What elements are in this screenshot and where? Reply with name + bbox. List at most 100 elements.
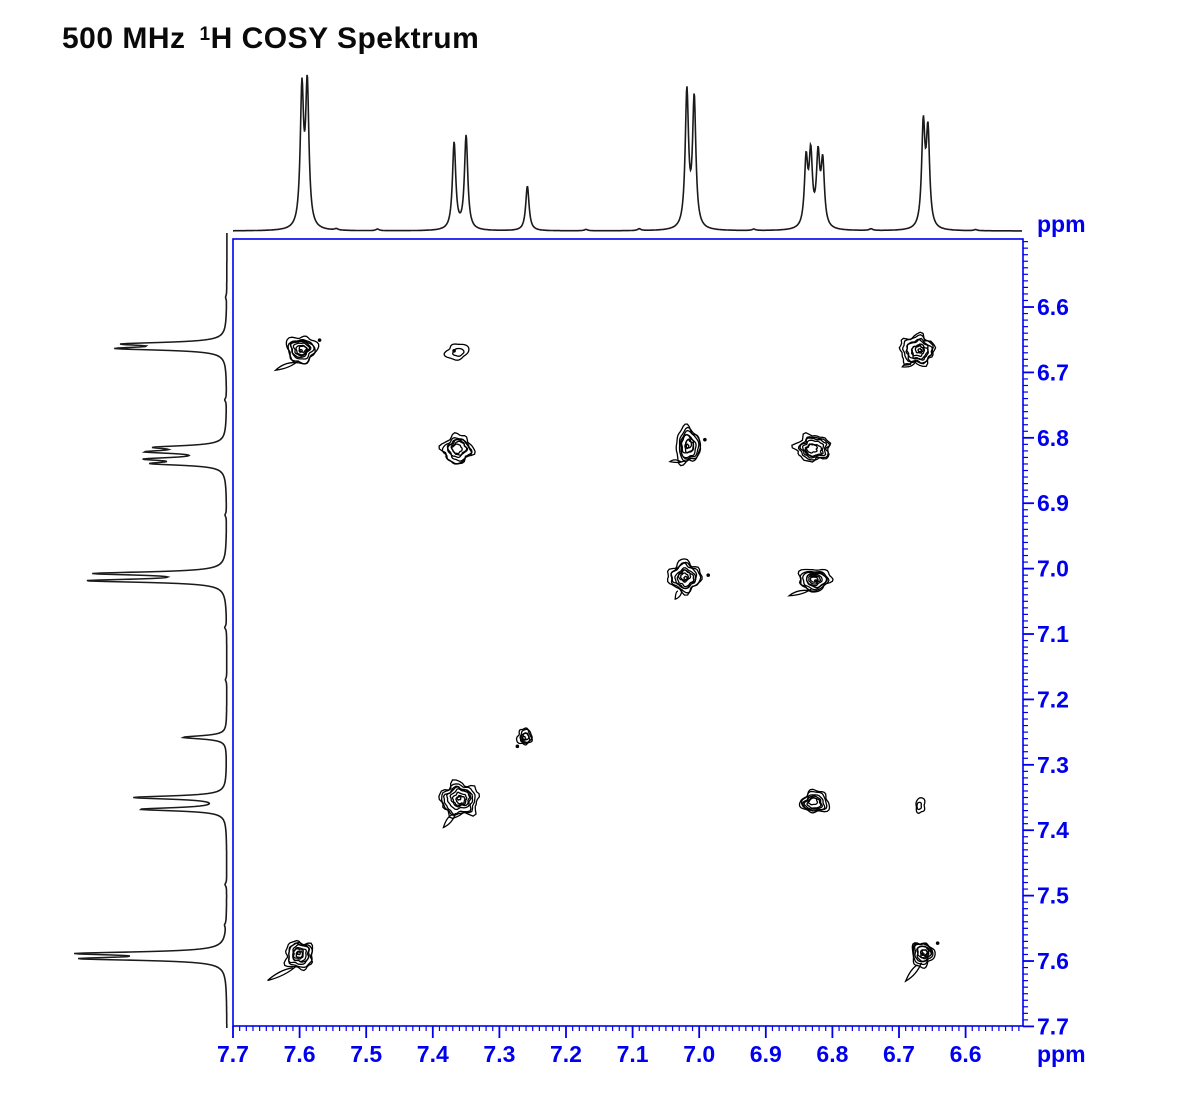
f1-tick-label: 7.0 [1037, 556, 1069, 582]
contour-ring [298, 345, 308, 353]
contour-ring [521, 735, 527, 742]
contour-ring [290, 340, 312, 359]
contour-satellite-dot [935, 941, 940, 945]
contour-ring [808, 575, 822, 585]
contour-ring [443, 343, 470, 361]
contour-ring [674, 567, 697, 590]
f2-tick-label: 7.1 [617, 1041, 649, 1067]
f2-tick-label: 6.8 [816, 1041, 848, 1067]
f2-tick-label: 7.5 [350, 1041, 382, 1067]
contour-ring [805, 574, 823, 587]
f2-tick-label: 6.9 [750, 1041, 782, 1067]
contour-ring [799, 570, 830, 592]
left-projection-trace [74, 233, 228, 1028]
f2-tick-label: 6.6 [950, 1041, 982, 1067]
contour-peaks [267, 331, 940, 983]
contour-peak-diagonal [438, 779, 481, 829]
contour-ring [683, 575, 689, 581]
contour-ring [914, 345, 924, 354]
contour-ring [295, 950, 304, 959]
contour-ring [296, 950, 301, 956]
contour-ring [910, 343, 929, 361]
contour-satellite-dot [452, 349, 456, 353]
contour-ring [440, 783, 476, 816]
f1-tick-label: 6.9 [1037, 490, 1069, 516]
contour-ring [292, 943, 311, 963]
contour-ring [917, 347, 923, 353]
contour-tail [787, 588, 813, 597]
contour-ring [916, 801, 922, 811]
contour-tail [901, 362, 916, 368]
contour-ring [921, 952, 925, 957]
f2-tick-label: 7.2 [550, 1041, 582, 1067]
f1-axis-ticks [1023, 241, 1034, 1028]
f1-tick-label: 6.7 [1037, 359, 1069, 385]
contour-ring [806, 797, 822, 809]
f2-tick-label: 7.3 [483, 1041, 515, 1067]
f2-tick-label: 6.7 [883, 1041, 915, 1067]
contour-ring [798, 788, 831, 814]
contour-ring [298, 348, 303, 354]
contour-ring [916, 945, 930, 959]
contour-ring [447, 438, 473, 462]
contour-ring [915, 797, 926, 814]
contour-tail [904, 962, 923, 983]
title-rest: H COSY Spektrum [210, 22, 480, 55]
plot-frame [232, 238, 1024, 1027]
contour-ring [814, 579, 819, 583]
contour-ring [797, 436, 831, 461]
contour-peak-cross [904, 941, 940, 983]
contour-satellite-dot [703, 437, 707, 442]
contour-ring [685, 443, 690, 449]
left-trace-line [74, 233, 228, 1028]
contour-peak-cross [915, 797, 926, 814]
contour-ring [906, 338, 929, 361]
f1-tick-label: 6.8 [1037, 425, 1069, 451]
contour-tail [273, 360, 300, 372]
title-superscript: 1 [199, 24, 211, 45]
f1-tick-label: 7.5 [1037, 883, 1069, 909]
contour-peak-cross [668, 423, 707, 467]
f1-tick-label: 7.6 [1037, 948, 1069, 974]
contour-ring [446, 786, 472, 811]
contour-ring [455, 794, 466, 805]
contour-peak-cross [787, 568, 834, 597]
contour-ring [804, 443, 819, 454]
contour-tail [442, 812, 457, 829]
f1-tick-label: 7.2 [1037, 686, 1069, 712]
contour-ring [680, 434, 695, 454]
f1-tick-label: 7.1 [1037, 621, 1069, 647]
contour-ring [438, 779, 481, 820]
f1-axis-unit-label: ppm [1037, 211, 1086, 237]
contour-peak-diagonal [898, 331, 937, 368]
page-title: 500 MHz 1H COSY Spektrum [62, 22, 479, 56]
contour-ring [438, 431, 476, 465]
top-projection-trace [233, 74, 1022, 232]
contour-ring [451, 791, 468, 807]
top-trace-line [233, 74, 1022, 232]
f1-tick-label: 7.3 [1037, 752, 1069, 778]
contour-satellite-dot [317, 338, 322, 342]
contour-peak-diagonal [666, 558, 711, 601]
contour-peak-diagonal [791, 431, 832, 463]
contour-ring [456, 795, 462, 801]
contour-ring [807, 796, 819, 806]
contour-ring [287, 339, 316, 365]
f2-axis-labels: 7.7 7.6 7.5 7.4 7.3 7.2 7.1 7.0 6.9 6.8 6.7 6.6 ppm [217, 1041, 1086, 1067]
contour-tail [674, 589, 683, 601]
plot-frame-rect [232, 238, 1024, 1027]
contour-peak-cross [273, 335, 322, 372]
contour-peak-cross [798, 788, 831, 814]
contour-ring [680, 433, 697, 459]
f1-tick-label: 6.6 [1037, 294, 1069, 320]
f2-tick-label: 7.0 [683, 1041, 715, 1067]
f1-tick-label: 7.4 [1037, 817, 1069, 843]
f2-axis-unit-label: ppm [1037, 1041, 1086, 1067]
f1-tick-label: 7.7 [1037, 1013, 1069, 1039]
contour-ring [802, 794, 826, 812]
contour-ring [678, 426, 702, 463]
contour-satellite-dot [515, 744, 520, 749]
contour-peak-diagonal [267, 939, 314, 982]
f2-tick-label: 7.4 [417, 1041, 449, 1067]
